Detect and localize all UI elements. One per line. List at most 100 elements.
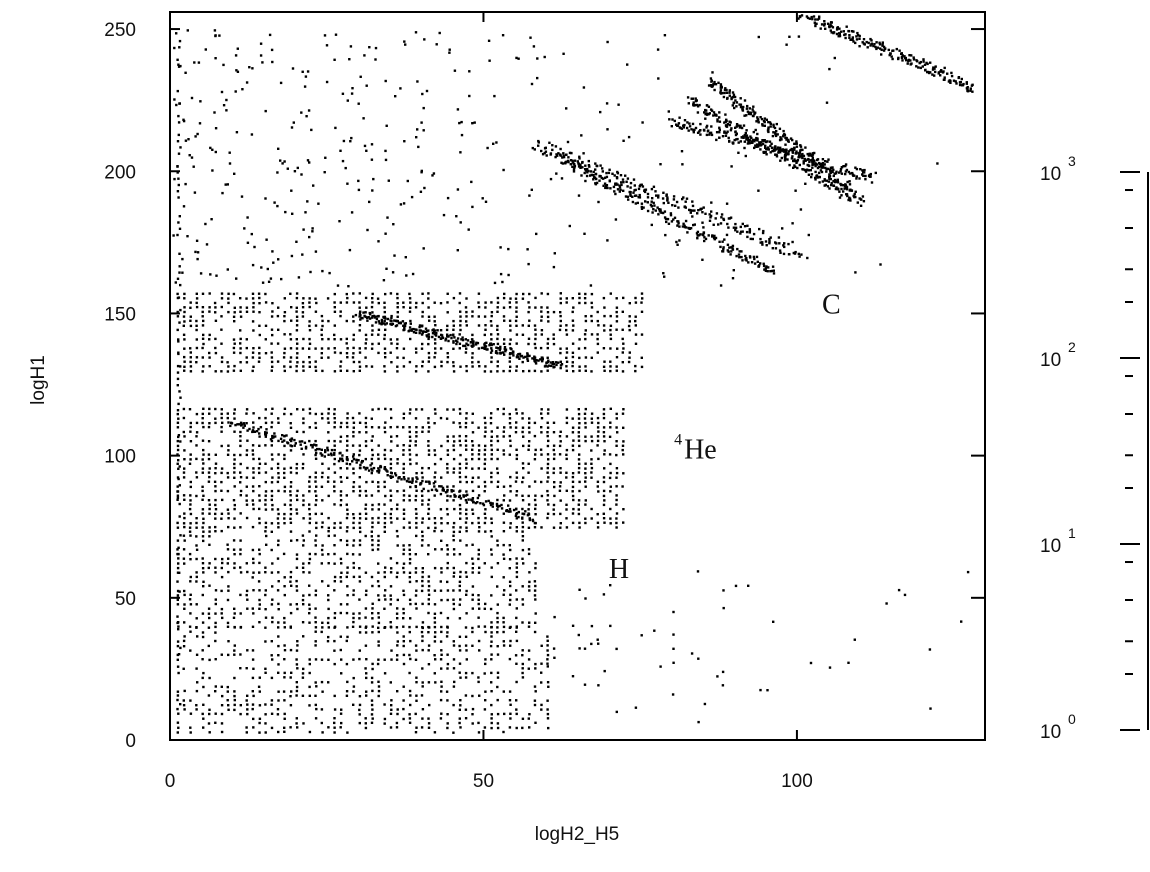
scatter-point (251, 485, 255, 488)
scatter-point (804, 182, 807, 185)
scatter-point (844, 172, 847, 176)
scatter-point (552, 508, 555, 511)
scatter-point (226, 543, 229, 546)
scatter-point (604, 176, 607, 179)
scatter-point (728, 246, 731, 249)
scatter-point (774, 153, 777, 156)
scatter-point (352, 338, 355, 341)
scatter-point (502, 593, 505, 596)
scatter-point (394, 319, 398, 322)
scatter-point (282, 690, 286, 693)
scatter-point (183, 355, 186, 359)
scatter-point (903, 55, 906, 58)
scatter-point (671, 693, 675, 696)
scatter-point (609, 347, 612, 350)
scatter-point (466, 339, 470, 342)
scatter-point (439, 589, 443, 592)
scatter-point (692, 101, 695, 104)
scatter-point (220, 315, 223, 318)
scatter-point (769, 125, 772, 128)
scatter-point (439, 416, 443, 420)
scatter-point (632, 178, 636, 181)
scatter-point (808, 17, 811, 20)
scatter-point (864, 178, 867, 181)
scatter-point (420, 694, 424, 697)
scatter-point (301, 467, 305, 470)
scatter-point (264, 626, 267, 629)
scatter-point (176, 721, 180, 724)
scatter-point (403, 478, 406, 481)
scatter-point (533, 703, 537, 707)
scatter-point (527, 649, 531, 652)
scatter-point (477, 594, 480, 597)
scatter-point (349, 45, 353, 48)
scatter-point (370, 676, 374, 680)
scatter-point (634, 706, 638, 709)
scatter-point (618, 190, 621, 193)
scatter-point (233, 306, 236, 309)
scatter-point (427, 498, 431, 502)
scatter-point (705, 109, 708, 112)
scatter-point (496, 698, 499, 702)
scatter-point (508, 690, 512, 693)
scatter-point (181, 271, 184, 274)
scatter-point (261, 61, 264, 64)
scatter-point (308, 685, 311, 689)
scatter-point (239, 593, 242, 597)
scatter-point (880, 48, 883, 51)
scatter-point (492, 343, 495, 346)
scatter-point (426, 335, 429, 338)
scatter-point (617, 103, 620, 106)
scatter-point (459, 517, 462, 520)
scatter-point (622, 453, 625, 456)
scatter-point (423, 186, 426, 190)
scatter-point (816, 18, 819, 21)
scatter-point (781, 148, 784, 151)
scatter-point (496, 347, 500, 350)
scatter-point (339, 351, 342, 355)
scatter-point (571, 329, 575, 332)
scatter-point (875, 47, 878, 51)
scatter-point (578, 588, 581, 591)
scatter-point (345, 690, 349, 693)
scatter-point (339, 603, 343, 606)
scatter-point (621, 310, 624, 313)
scatter-point (467, 228, 470, 231)
scatter-point (764, 144, 767, 147)
scatter-point (385, 322, 388, 325)
scatter-point (741, 230, 744, 233)
scatter-point (258, 561, 261, 565)
scatter-point (939, 70, 942, 73)
scatter-point (389, 462, 393, 466)
scatter-point (811, 161, 814, 164)
scatter-point (358, 657, 361, 661)
scatter-point (677, 122, 681, 125)
scatter-point (352, 421, 356, 424)
scatter-point (233, 644, 236, 647)
scatter-point (744, 254, 747, 258)
scatter-point (376, 470, 379, 473)
scatter-point (465, 448, 468, 451)
scatter-point (435, 489, 439, 492)
scatter-point (296, 352, 299, 355)
scatter-point (434, 342, 437, 345)
scatter-point (295, 315, 299, 318)
scatter-point (308, 475, 312, 479)
scatter-point (622, 426, 625, 429)
scatter-point (804, 170, 808, 173)
scatter-point (333, 731, 336, 734)
scatter-point (764, 267, 767, 270)
scatter-point (943, 76, 946, 79)
scatter-point (554, 155, 557, 159)
scatter-point (629, 193, 632, 196)
scatter-point (232, 548, 236, 551)
scatter-point (782, 244, 785, 247)
scatter-point (226, 699, 229, 702)
scatter-point (707, 234, 710, 237)
scatter-point (845, 186, 849, 189)
scatter-point (195, 412, 199, 416)
scatter-point (220, 653, 223, 656)
scatter-point (565, 351, 569, 354)
scatter-point (750, 261, 754, 264)
scatter-point (207, 644, 210, 648)
